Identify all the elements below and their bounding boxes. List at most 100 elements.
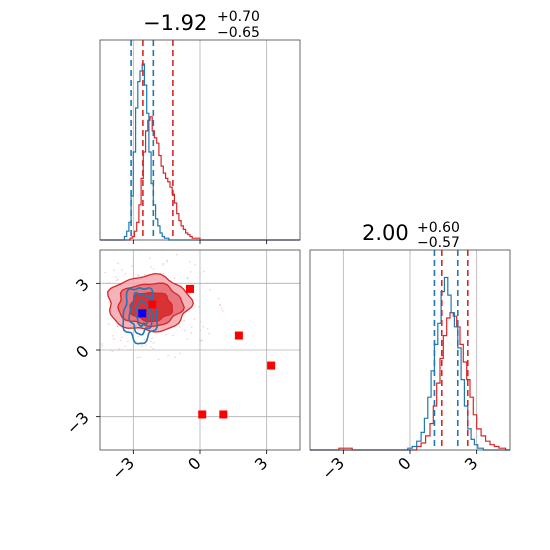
p2d-sample-dot [217,297,220,300]
p2d-sample-dot [175,253,178,256]
p2d-ytick-label-0: −3 [63,408,93,438]
p2d-sample-dot [143,273,146,276]
p2d-sample-dot [188,292,191,295]
p2d-sample-dot [129,349,131,351]
p2d-sample-dot [108,301,110,303]
p2d-sample-dot [194,264,196,266]
param1-title-median: −1.92 [143,11,207,35]
p2d-sample-dot [187,277,189,280]
p2d-blue-contour-1 [122,286,159,345]
p2d-sample-dot [152,342,155,344]
p2d-sample-dot [222,309,224,312]
p2d-sample-dot [165,333,167,336]
p3-xtick-label-0: −3 [318,453,348,483]
histogram-panel-param2: −3 0 3 [309,249,511,484]
p2d-sample-dot [152,347,155,350]
p2d-sample-dot [117,325,119,328]
p2d-sample-dot [220,307,223,309]
p2d-sample-dot [172,334,174,336]
p3-xtick-label-1: 0 [394,453,415,474]
p2d-sample-dot [162,262,164,265]
p2d-sample-dot [186,338,189,340]
p2d-sample-dot [137,335,139,338]
p2d-sample-dot [108,282,111,284]
p2d-sample-dot [117,278,119,281]
p2d-sample-dot [198,306,200,308]
p2d-sample-dot [127,340,129,343]
p2d-sample-dot [179,326,181,328]
p2d-red-square-3 [267,361,276,370]
p2d-sample-dot [166,261,168,263]
p2d-sample-dot [166,259,169,262]
p2d-sample-dot [157,358,160,361]
p2d-red-square-2 [234,331,243,340]
p2d-sample-dot [150,266,152,268]
p2d-sample-dot [101,345,104,347]
p2d-sample-dot [167,354,169,357]
param1-title-plus: +0.70 [217,9,260,25]
param2-title-minus: −0.57 [417,235,460,251]
p2d-red-square-1 [148,300,157,309]
p2d-blue-square-0 [138,309,147,318]
p2d-sample-dot [209,289,212,291]
p2d-sample-dot [162,264,164,266]
p2d-sample-dot [113,269,115,272]
p2d-sample-dot [143,339,146,341]
p2d-sample-dot [205,282,208,285]
p2d-red-square-0 [186,284,194,293]
p2d-sample-dot [202,326,205,328]
param1-title-minus: −0.65 [217,25,260,41]
p2d-sample-dot [119,339,122,342]
p2d-sample-dot [208,332,210,335]
p2d-sample-dot [206,328,209,330]
p2d-sample-dot [124,272,127,275]
scatter-contour-panel: −3 0 3 −3 0 3 [63,249,301,484]
p2d-xtick-label-0: −3 [108,453,138,483]
p2d-sample-dot [162,272,165,275]
histogram-panel-param1 [99,39,301,244]
p2d-ytick-label-2: 3 [72,275,93,296]
p2d-sample-dot [190,326,193,328]
p2d-sample-dot [199,320,202,323]
p2d-sample-dot [107,323,110,325]
p2d-blue-contour-2 [128,291,154,336]
p2d-sample-dot [183,319,185,322]
p2d-xtick-label-1: 0 [184,453,205,474]
p2d-sample-dot [151,337,153,340]
p2d-sample-dot [112,335,114,337]
p2d-sample-dot [118,348,120,350]
p2d-sample-dot [115,279,118,282]
p2d-xtick-label-2: 3 [251,453,272,474]
p2d-red-square-5 [219,410,228,419]
p2d-sample-dot [145,344,147,346]
p2d-sample-dot [199,339,201,341]
p2d-sample-dot [120,269,123,271]
param2-title-median: 2.00 [362,221,409,245]
p2d-sample-dot [202,270,205,273]
param2-title-plus: +0.60 [417,220,460,236]
p2d-sample-dot [115,276,117,279]
p2d-sample-dot [139,356,141,359]
p2d-blue-contour-3 [134,298,150,328]
p2d-ytick-label-1: 0 [72,341,93,362]
p2d-sample-dot [189,260,191,263]
p2d-sample-dot [193,318,196,320]
p1-hist-red [100,116,300,241]
p2d-sample-dot [141,345,143,348]
p2d-sample-dot [184,329,186,332]
p2d-red-square-4 [198,410,207,419]
p2d-sample-dot [137,274,139,276]
p3-hist-blue [310,276,510,451]
p2d-sample-dot [104,271,106,274]
p2d-sample-dot [173,277,176,279]
p2d-sample-dot [219,303,221,306]
p1-hist-blue [100,63,300,241]
p2d-sample-dot [113,338,115,340]
p2d-sample-dot [149,346,152,348]
p2d-sample-dot [190,332,193,334]
p2d-sample-dot [121,336,123,339]
p2d-sample-dot [117,262,120,265]
p2d-sample-dot [101,343,104,345]
p2d-sample-dot [174,356,176,358]
